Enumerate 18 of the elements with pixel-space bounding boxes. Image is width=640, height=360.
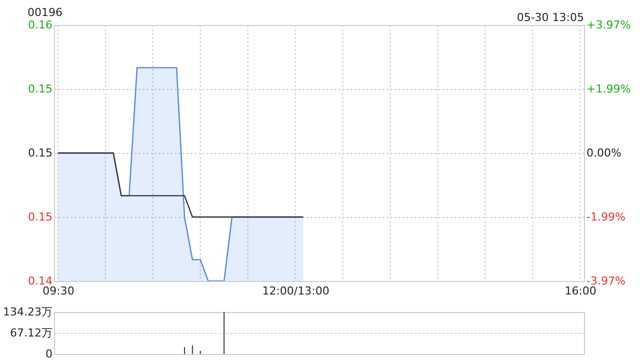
y2-tick-label: +1.99% [586, 82, 631, 96]
text: 05-30 13:05 [516, 11, 584, 24]
x-tick-label: 12:00/13:00 [262, 284, 330, 298]
y2-tick-label: -3.97% [586, 274, 626, 288]
y-tick-label: 0.15 [28, 82, 52, 96]
y-tick-label: 0.15 [28, 146, 52, 160]
x-tick-label: 16:00 [564, 284, 596, 298]
y2-tick-label: +3.97% [586, 18, 631, 32]
y2-tick-label: -1.99% [586, 210, 626, 224]
y2-tick-label: 0.00% [586, 146, 622, 160]
y-tick-label: 0 [46, 348, 52, 360]
chart-title: 00196 [28, 6, 63, 19]
x-tick-label: 09:30 [42, 284, 74, 298]
y-tick-label: 134.23万 [3, 306, 52, 318]
y-tick-label: 0.14 [28, 274, 52, 288]
y-tick-label: 0.15 [28, 210, 52, 224]
y-tick-label: 67.12万 [10, 326, 52, 340]
y-tick-label: 0.16 [28, 18, 52, 32]
